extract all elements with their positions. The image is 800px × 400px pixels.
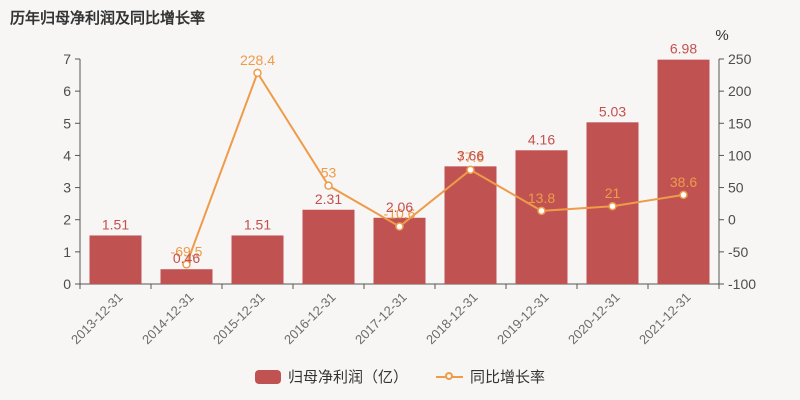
bar-value-label: 6.98 — [670, 41, 697, 57]
line-value-label: 53 — [321, 165, 337, 181]
line-value-label: 38.6 — [670, 174, 697, 190]
bar-2013-12-31[interactable] — [89, 235, 142, 284]
line-point-2019-12-31[interactable] — [537, 206, 546, 216]
left-axis-tick-label: 5 — [63, 115, 71, 131]
line-value-label: 13.8 — [528, 190, 555, 206]
line-point-2016-12-31[interactable] — [324, 181, 333, 190]
left-axis-tick-label: 7 — [63, 51, 71, 67]
left-axis-tick-label: 6 — [63, 83, 71, 99]
bar-value-label: 2.31 — [315, 191, 342, 207]
x-axis-label: 2015-12-31 — [210, 290, 268, 348]
right-axis-tick-label: 100 — [728, 147, 752, 163]
bar-2015-12-31[interactable] — [231, 235, 284, 284]
line-point-2015-12-31[interactable] — [253, 68, 262, 78]
line-value-label: 21 — [605, 185, 621, 201]
right-axis-tick-label: 150 — [728, 115, 752, 131]
bar-value-label: 3.66 — [457, 147, 484, 163]
bar-value-label: 2.06 — [386, 199, 413, 215]
left-axis-tick-label: 3 — [63, 180, 71, 196]
x-axis-label: 2019-12-31 — [494, 290, 552, 348]
right-axis-tick-label: -100 — [728, 276, 756, 292]
bar-2018-12-31[interactable] — [444, 166, 497, 284]
right-axis-tick-label: 50 — [728, 180, 744, 196]
x-axis-label: 2014-12-31 — [139, 290, 197, 348]
bar-value-label: 4.16 — [528, 131, 555, 147]
bar-value-label: 1.51 — [102, 216, 129, 232]
right-axis-tick-label: -50 — [728, 244, 748, 260]
right-axis-tick-label: 200 — [728, 83, 752, 99]
bar-2016-12-31[interactable] — [302, 209, 355, 284]
left-axis-tick-label: 2 — [63, 212, 71, 228]
bar-value-label: 5.03 — [599, 103, 626, 119]
x-axis-label: 2020-12-31 — [565, 290, 623, 348]
left-axis-tick-label: 0 — [63, 276, 71, 292]
bar-2014-12-31[interactable] — [160, 269, 213, 284]
legend: 归母净利润（亿） 同比增长率 — [0, 366, 800, 387]
left-axis-tick-label: 4 — [63, 147, 71, 163]
legend-label-net-profit: 归母净利润（亿） — [287, 369, 408, 386]
x-axis-label: 2017-12-31 — [352, 290, 410, 348]
line-dot-swatch-icon — [436, 370, 463, 384]
line-value-label: 228.4 — [240, 52, 275, 68]
right-axis-tick-label: 0 — [728, 212, 736, 228]
right-axis-unit-label: % — [715, 27, 729, 44]
legend-label-growth-rate: 同比增长率 — [470, 369, 546, 386]
bar-value-label: 0.46 — [173, 250, 200, 266]
bar-value-label: 1.51 — [244, 216, 271, 232]
growth-line — [185, 71, 684, 265]
legend-item-growth-rate[interactable]: 同比增长率 — [436, 366, 545, 387]
line-point-2020-12-31[interactable] — [608, 201, 617, 211]
bar-swatch-icon — [254, 369, 281, 384]
line-point-2014-12-31[interactable] — [182, 260, 191, 269]
bar-2021-12-31[interactable] — [657, 59, 710, 285]
x-axis-label: 2013-12-31 — [68, 290, 126, 348]
legend-item-net-profit[interactable]: 归母净利润（亿） — [254, 366, 408, 387]
line-value-label: -10.6 — [384, 206, 416, 222]
x-axis-label: 2018-12-31 — [423, 290, 481, 348]
bar-2019-12-31[interactable] — [515, 150, 568, 284]
line-value-label: -69.5 — [171, 243, 203, 259]
line-point-2021-12-31[interactable] — [679, 190, 688, 200]
right-axis-tick-label: 250 — [728, 51, 752, 67]
x-axis-label: 2021-12-31 — [636, 290, 694, 348]
line-value-label: 77.6 — [457, 149, 484, 165]
left-axis-tick-label: 1 — [63, 244, 71, 260]
x-axis-label: 2016-12-31 — [281, 290, 339, 348]
line-point-2018-12-31[interactable] — [466, 165, 475, 175]
line-point-2017-12-31[interactable] — [395, 222, 404, 231]
chart-title: 历年归母净利润及同比增长率 — [10, 10, 206, 27]
